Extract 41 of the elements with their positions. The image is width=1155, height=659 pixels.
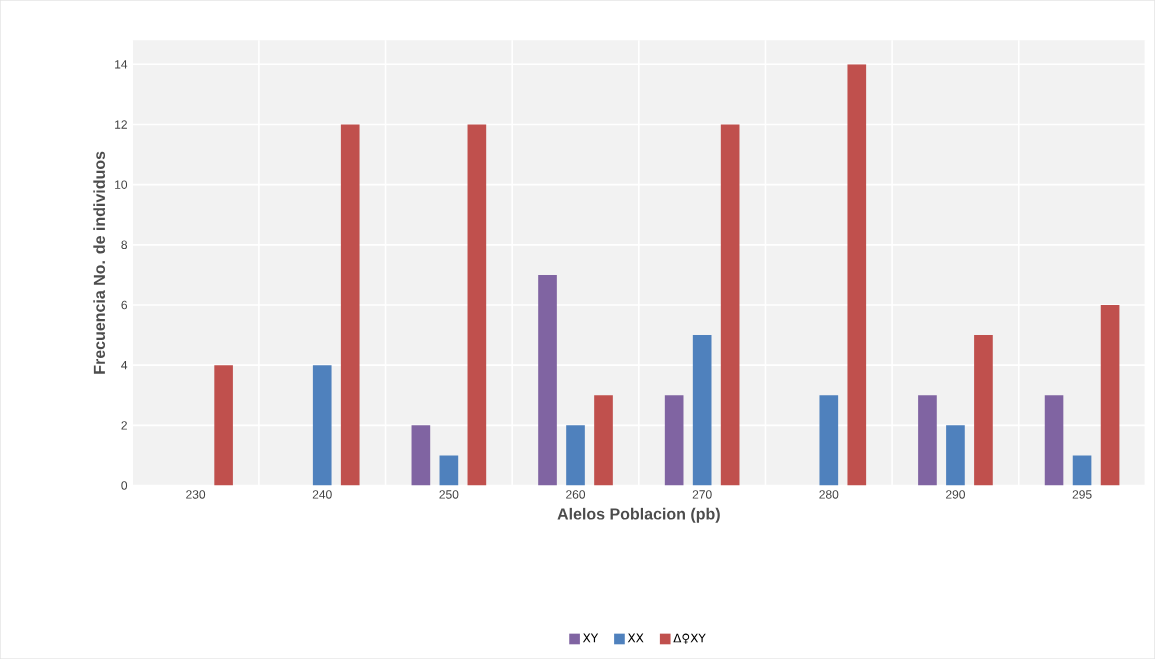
y-tick-label: 6: [121, 300, 128, 310]
bar: [312, 365, 332, 486]
y-tick-label: 12: [115, 120, 127, 129]
bar: [819, 395, 839, 486]
y-tick-label: 10: [115, 180, 128, 189]
x-tick-label: 295: [1072, 490, 1092, 499]
bar: [411, 425, 431, 486]
bar: [214, 365, 233, 486]
bar: [847, 64, 867, 486]
legend-label: XX: [627, 633, 644, 643]
y-tick-label: 0: [121, 481, 128, 490]
y-tick-label: 14: [115, 60, 128, 69]
bar: [946, 425, 965, 486]
legend-label: XY: [582, 633, 599, 643]
bar: [467, 124, 487, 486]
x-tick-label: 250: [439, 490, 459, 499]
x-tick-label: 260: [566, 490, 586, 499]
bar: [918, 395, 937, 486]
y-tick-label: 8: [121, 240, 128, 250]
legend-label: Δ♀XY: [673, 633, 706, 644]
bar: [692, 335, 712, 486]
bar: [1044, 395, 1064, 486]
bar: [1100, 304, 1120, 486]
y-tick-label: 2: [121, 421, 127, 430]
bar: [720, 124, 740, 486]
y-tick-label: 4: [121, 361, 128, 370]
x-axis-title: Alelos Poblacion (pb): [557, 507, 720, 523]
bar: [664, 395, 684, 486]
x-tick-label: 240: [312, 490, 332, 499]
y-axis-title: Frecuencia No. de individuos: [93, 151, 106, 374]
bar: [439, 455, 459, 486]
bar: [594, 395, 613, 486]
bar: [1072, 455, 1092, 486]
bar: [566, 425, 585, 486]
bar: [340, 124, 360, 486]
bar: [538, 274, 557, 486]
x-tick-label: 270: [692, 490, 712, 499]
x-tick-label: 280: [819, 490, 839, 499]
bar: [974, 335, 993, 486]
x-tick-label: 230: [186, 490, 206, 499]
x-tick-label: 290: [946, 490, 965, 499]
